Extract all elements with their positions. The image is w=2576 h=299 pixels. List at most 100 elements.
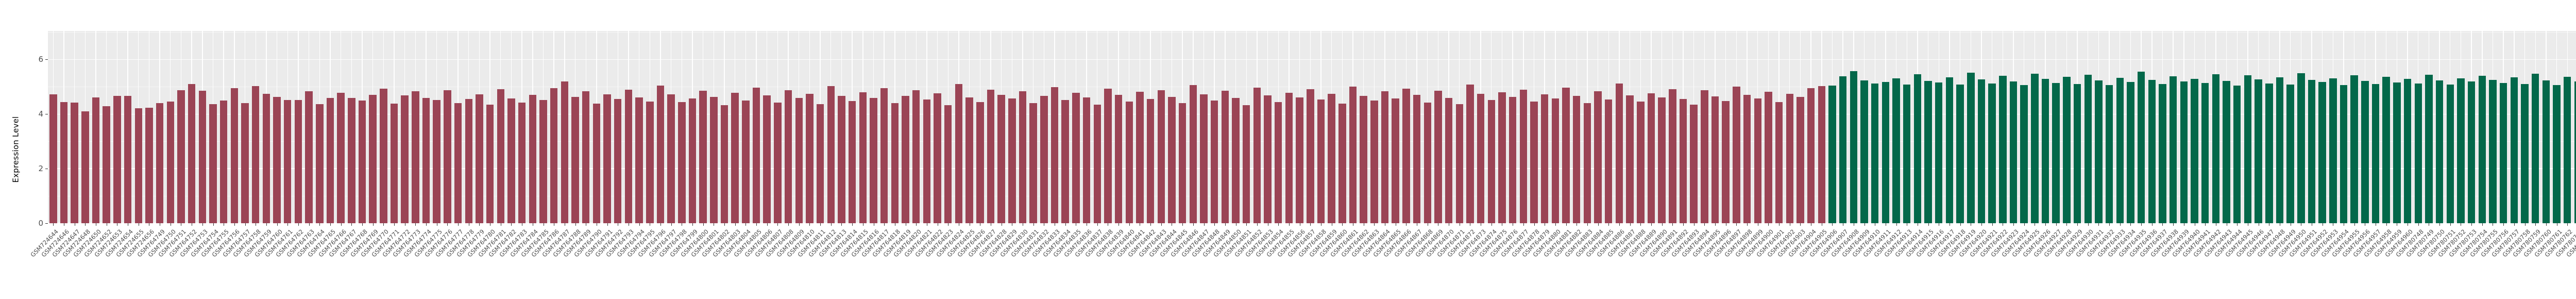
bar[interactable] bbox=[380, 89, 387, 223]
bar[interactable] bbox=[198, 91, 207, 223]
bar[interactable] bbox=[592, 104, 601, 223]
bar[interactable] bbox=[188, 84, 196, 223]
bar[interactable] bbox=[944, 105, 952, 223]
bar[interactable] bbox=[1562, 87, 1570, 223]
bar[interactable] bbox=[1061, 99, 1069, 223]
bar[interactable] bbox=[2159, 84, 2166, 223]
bar[interactable] bbox=[539, 99, 547, 223]
bar[interactable] bbox=[1722, 101, 1730, 223]
bar[interactable] bbox=[2478, 76, 2486, 223]
bar[interactable] bbox=[1050, 87, 1059, 223]
bar[interactable] bbox=[923, 99, 931, 223]
bar[interactable] bbox=[1413, 94, 1421, 223]
bar[interactable] bbox=[1828, 85, 1836, 223]
bar[interactable] bbox=[603, 94, 611, 223]
bar[interactable] bbox=[774, 103, 782, 223]
bar[interactable] bbox=[1093, 104, 1101, 223]
bar[interactable] bbox=[710, 96, 718, 223]
bar[interactable] bbox=[1818, 86, 1826, 223]
bar[interactable] bbox=[1797, 97, 1804, 223]
bar[interactable] bbox=[219, 101, 228, 223]
bar[interactable] bbox=[518, 102, 526, 223]
bar[interactable] bbox=[454, 103, 462, 223]
bar[interactable] bbox=[784, 90, 792, 223]
bar[interactable] bbox=[1615, 84, 1623, 223]
bar[interactable] bbox=[965, 97, 973, 223]
bar[interactable] bbox=[1967, 72, 1975, 223]
bar[interactable] bbox=[1690, 105, 1698, 223]
bar[interactable] bbox=[848, 101, 856, 223]
bar[interactable] bbox=[1370, 101, 1378, 223]
bar[interactable] bbox=[1988, 84, 1996, 223]
bar[interactable] bbox=[2105, 85, 2113, 223]
bar[interactable] bbox=[955, 84, 963, 223]
bar[interactable] bbox=[166, 101, 175, 223]
bar[interactable] bbox=[145, 107, 153, 223]
bar[interactable] bbox=[2244, 75, 2252, 223]
bar[interactable] bbox=[1775, 102, 1783, 223]
bar[interactable] bbox=[582, 91, 590, 223]
bar[interactable] bbox=[422, 97, 430, 223]
bar[interactable] bbox=[646, 101, 654, 223]
bar[interactable] bbox=[624, 89, 633, 223]
bar[interactable] bbox=[1008, 98, 1016, 223]
bar[interactable] bbox=[2340, 85, 2348, 223]
bar[interactable] bbox=[1157, 90, 1165, 223]
bar[interactable] bbox=[2574, 81, 2576, 223]
bar[interactable] bbox=[1807, 88, 1815, 223]
bar[interactable] bbox=[1296, 97, 1303, 223]
bar[interactable] bbox=[2521, 84, 2529, 223]
bar[interactable] bbox=[81, 111, 89, 223]
bar[interactable] bbox=[880, 88, 888, 223]
bar[interactable] bbox=[1029, 103, 1037, 223]
bar[interactable] bbox=[134, 108, 142, 223]
bar[interactable] bbox=[1626, 95, 1634, 223]
bar[interactable] bbox=[742, 100, 750, 223]
bar[interactable] bbox=[1669, 89, 1676, 223]
bar[interactable] bbox=[1754, 98, 1761, 223]
bar[interactable] bbox=[1999, 75, 2007, 223]
bar[interactable] bbox=[2265, 83, 2273, 223]
bar[interactable] bbox=[305, 91, 313, 223]
bar[interactable] bbox=[2414, 84, 2422, 223]
bar[interactable] bbox=[667, 94, 675, 223]
bar[interactable] bbox=[1903, 84, 1911, 223]
bar[interactable] bbox=[891, 103, 899, 223]
bar[interactable] bbox=[1019, 91, 1027, 223]
bar[interactable] bbox=[1477, 94, 1485, 223]
bar[interactable] bbox=[92, 97, 100, 223]
bar[interactable] bbox=[2361, 80, 2369, 223]
bar[interactable] bbox=[2329, 78, 2337, 223]
bar[interactable] bbox=[806, 94, 814, 223]
bar[interactable] bbox=[1765, 92, 1772, 223]
bar[interactable] bbox=[1850, 71, 1858, 223]
bar[interactable] bbox=[251, 86, 260, 223]
bar[interactable] bbox=[1307, 89, 1314, 223]
bar[interactable] bbox=[2297, 73, 2305, 223]
bar[interactable] bbox=[1977, 79, 1986, 223]
bar[interactable] bbox=[412, 91, 419, 223]
bar[interactable] bbox=[1253, 88, 1261, 223]
bar[interactable] bbox=[1871, 83, 1879, 223]
bar[interactable] bbox=[1146, 98, 1155, 223]
bar[interactable] bbox=[635, 97, 643, 223]
bar[interactable] bbox=[2180, 81, 2188, 223]
bar[interactable] bbox=[262, 93, 270, 223]
bar[interactable] bbox=[1104, 89, 1112, 223]
bar[interactable] bbox=[497, 89, 505, 223]
bar[interactable] bbox=[1487, 100, 1496, 223]
bar[interactable] bbox=[1338, 104, 1346, 223]
bar[interactable] bbox=[2308, 80, 2316, 223]
bar[interactable] bbox=[113, 96, 121, 223]
bar[interactable] bbox=[656, 85, 665, 223]
bar[interactable] bbox=[550, 88, 558, 223]
bar[interactable] bbox=[571, 97, 579, 223]
bar[interactable] bbox=[1434, 90, 1442, 223]
bar[interactable] bbox=[337, 93, 345, 223]
bar[interactable] bbox=[795, 97, 803, 223]
bar[interactable] bbox=[1455, 104, 1463, 223]
bar[interactable] bbox=[1423, 102, 1431, 223]
bar[interactable] bbox=[2201, 82, 2209, 223]
bar[interactable] bbox=[1637, 102, 1645, 223]
bar[interactable] bbox=[1540, 94, 1549, 223]
